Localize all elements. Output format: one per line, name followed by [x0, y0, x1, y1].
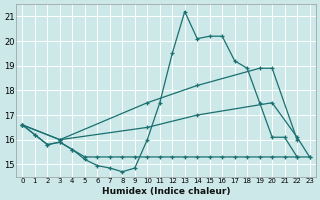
X-axis label: Humidex (Indice chaleur): Humidex (Indice chaleur)	[102, 187, 230, 196]
